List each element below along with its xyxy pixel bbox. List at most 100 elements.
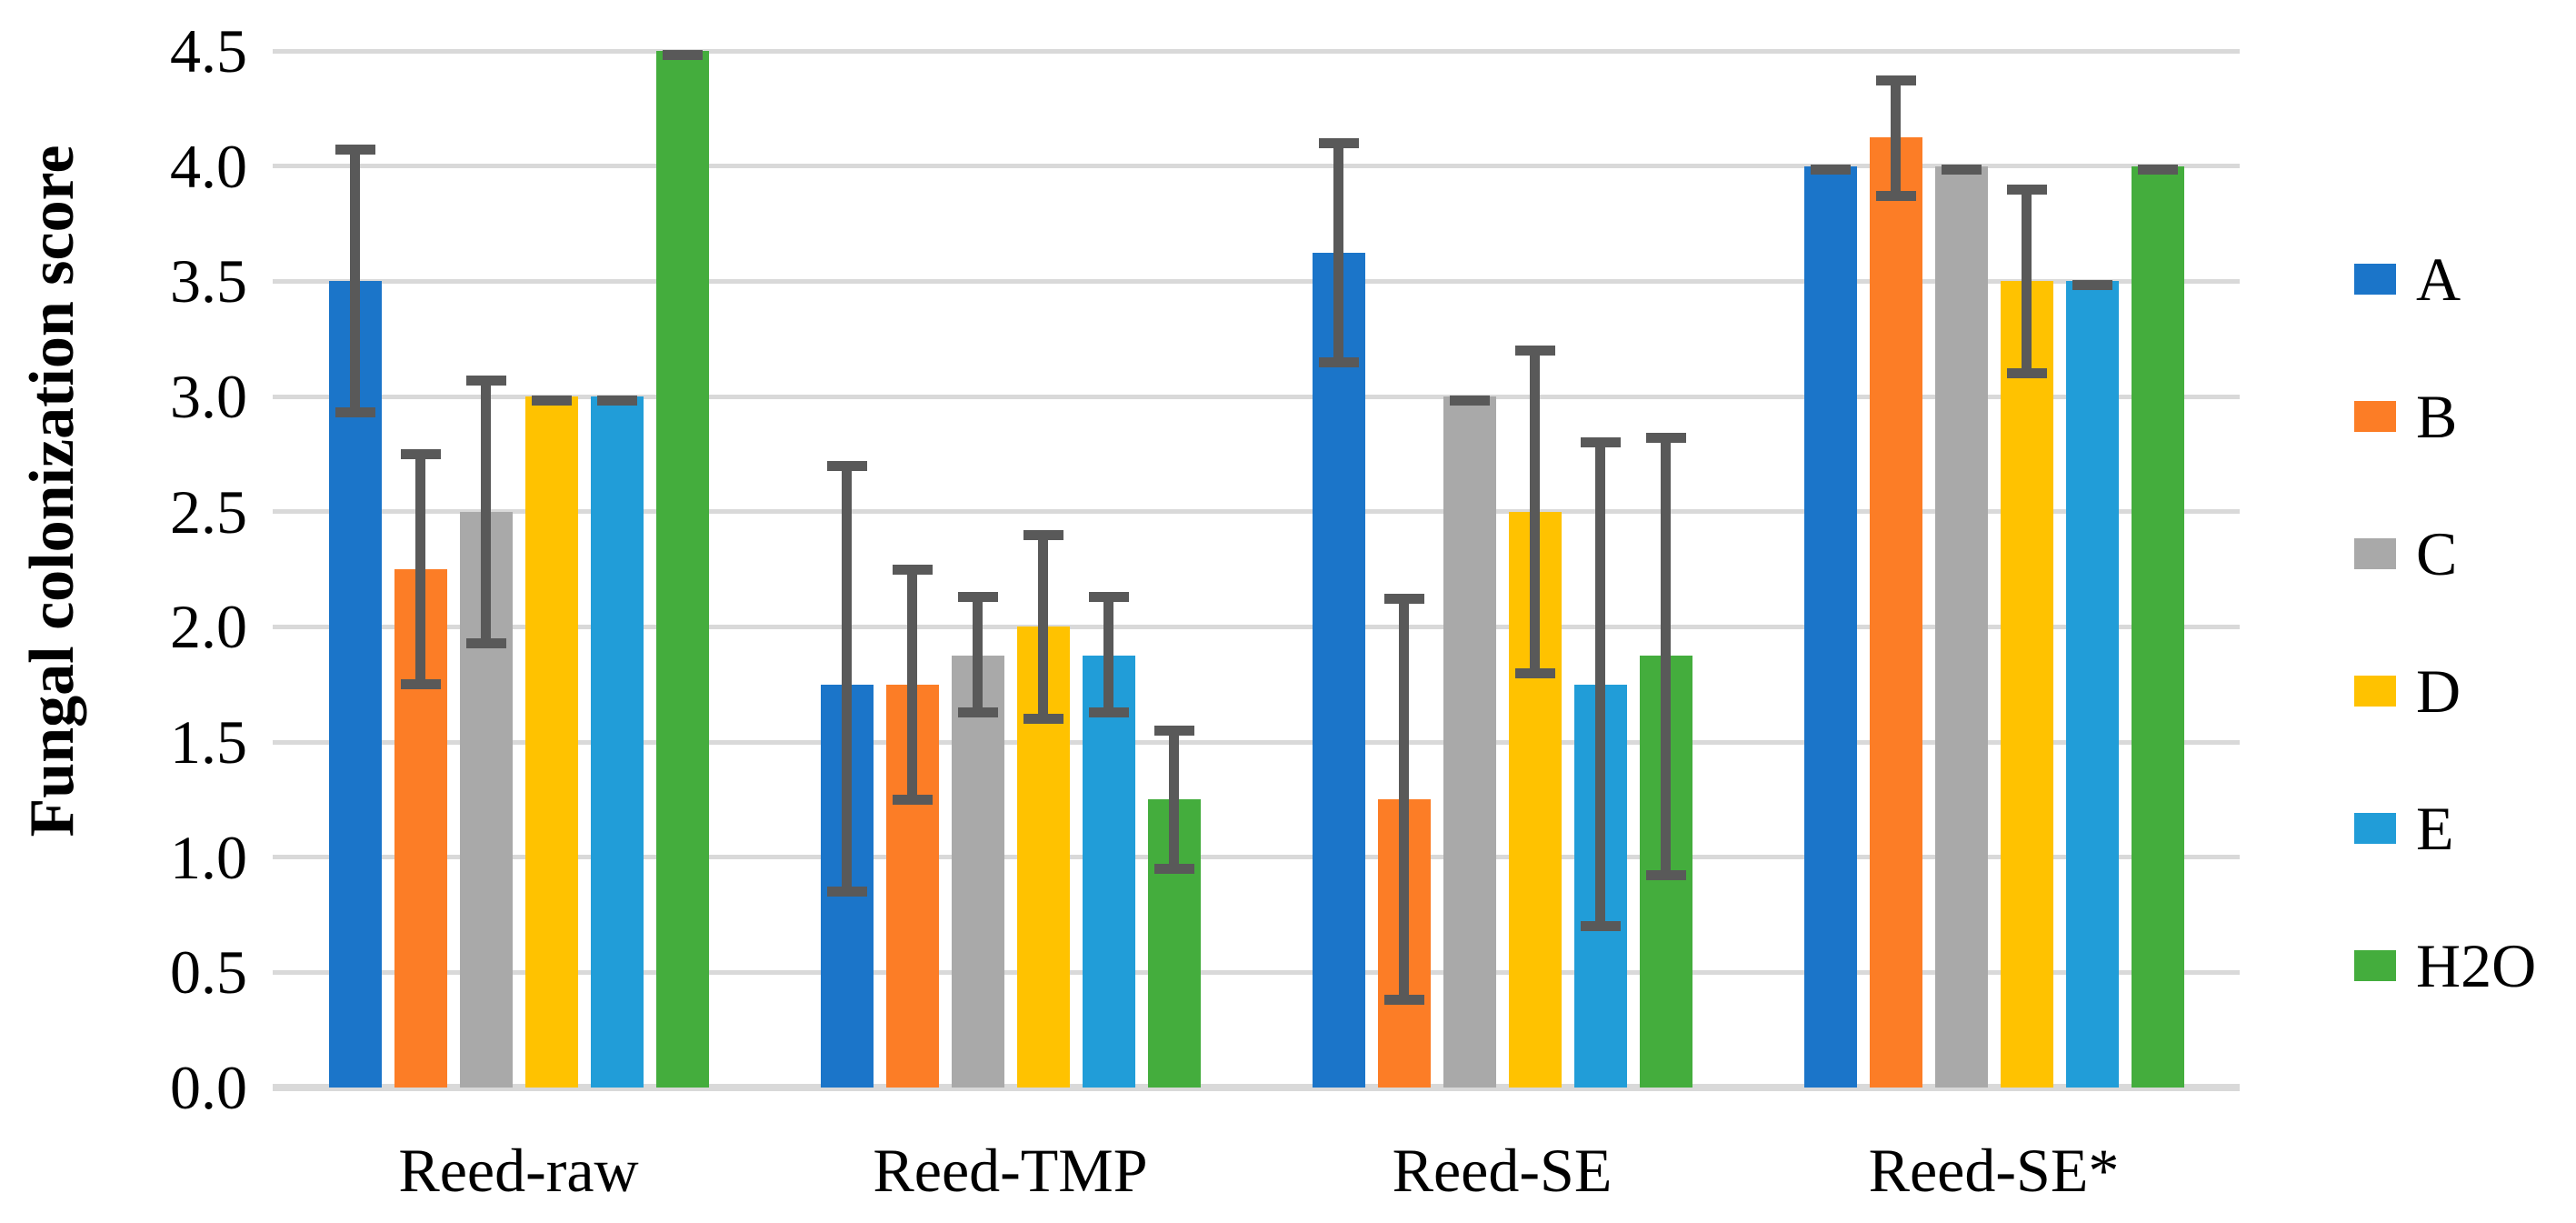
y-tick-label: 1.0 <box>170 822 247 892</box>
error-bar-cap <box>400 679 441 690</box>
error-bar-cap <box>892 794 933 805</box>
error-bar-cap <box>892 564 933 575</box>
y-tick-label: 1.5 <box>170 707 247 777</box>
legend-label-h2o: H2O <box>2416 931 2537 1000</box>
bar-a-reed-se <box>1312 252 1365 1088</box>
error-bar-line <box>842 466 852 892</box>
bar-d-reed-raw <box>524 396 578 1088</box>
y-tick-label: 3.5 <box>170 246 247 316</box>
error-bar-line <box>907 569 917 800</box>
legend-swatch-c <box>2354 538 2396 569</box>
bar-h2o-reed-raw <box>655 51 709 1088</box>
legend-swatch-h2o <box>2354 950 2396 981</box>
error-bar-cap <box>662 49 703 60</box>
error-bar-cap <box>1153 725 1194 736</box>
error-bar-cap <box>2006 368 2047 379</box>
legend-label-b: B <box>2416 382 2458 451</box>
error-bar-cap <box>1514 667 1555 678</box>
error-bar-line <box>1661 437 1671 876</box>
error-bar-cap <box>1875 191 1916 202</box>
error-bar-line <box>481 380 491 644</box>
error-bar-line <box>415 454 425 685</box>
error-bar-cap <box>2072 279 2112 290</box>
legend-label-a: A <box>2416 245 2461 314</box>
x-axis-label-reed-tmp: Reed-TMP <box>873 1136 1148 1205</box>
y-tick-label: 2.5 <box>170 476 247 546</box>
gridline <box>273 394 2240 399</box>
error-bar-cap <box>596 395 637 406</box>
legend-swatch-a <box>2354 264 2396 295</box>
gridline <box>273 969 2240 975</box>
error-bar-cap <box>1514 345 1555 356</box>
error-bar-cap <box>531 395 572 406</box>
error-bar-cap <box>1875 75 1916 86</box>
error-bar-cap <box>465 637 506 648</box>
y-tick-label: 4.0 <box>170 131 247 201</box>
legend-label-c: C <box>2416 519 2458 588</box>
error-bar-cap <box>1153 863 1194 874</box>
x-axis-label-reed-se: Reed-SE <box>1392 1136 1612 1205</box>
error-bar-cap <box>2137 165 2178 175</box>
error-bar-cap <box>1318 356 1359 367</box>
error-bar-cap <box>826 460 867 471</box>
error-bar-line <box>973 596 983 713</box>
error-bar-cap <box>957 591 998 602</box>
error-bar-line <box>1530 350 1540 673</box>
gridline <box>273 48 2240 54</box>
y-tick-label: 2.0 <box>170 592 247 662</box>
error-bar-cap <box>1088 591 1129 602</box>
gridline <box>273 855 2240 860</box>
error-bar-line <box>1399 598 1409 1000</box>
bar-e-reed-raw <box>590 396 644 1088</box>
legend-label-d: D <box>2416 657 2461 726</box>
error-bar-cap <box>465 375 506 386</box>
error-bar-line <box>1333 143 1343 362</box>
error-bar-cap <box>1810 165 1851 175</box>
error-bar-cap <box>1580 921 1621 932</box>
y-tick-label: 0.5 <box>170 937 247 1007</box>
bar-c-reed-se* <box>1934 165 1988 1088</box>
y-tick-label: 0.0 <box>170 1053 247 1122</box>
x-axis-label-reed-se*: Reed-SE* <box>1868 1136 2120 1205</box>
legend-swatch-d <box>2354 676 2396 707</box>
y-tick-label: 3.0 <box>170 362 247 431</box>
legend-label-e: E <box>2416 794 2454 863</box>
gridline <box>273 624 2240 629</box>
y-tick-label: 4.5 <box>170 16 247 85</box>
error-bar-cap <box>334 407 375 418</box>
error-bar-line <box>2022 189 2032 374</box>
error-bar-cap <box>1088 707 1129 717</box>
error-bar-cap <box>1023 529 1063 540</box>
bar-d-reed-se* <box>2000 281 2053 1088</box>
error-bar-line <box>1038 535 1048 719</box>
gridline <box>273 509 2240 515</box>
error-bar-cap <box>2006 184 2047 195</box>
error-bar-cap <box>1318 137 1359 148</box>
bar-c-reed-se <box>1443 396 1496 1088</box>
error-bar-cap <box>1941 165 1982 175</box>
gridline <box>273 739 2240 745</box>
error-bar-line <box>350 149 360 413</box>
bar-h2o-reed-se* <box>2131 165 2184 1088</box>
error-bar-cap <box>1580 437 1621 448</box>
bar-e-reed-se* <box>2065 281 2119 1088</box>
error-bar-cap <box>1449 395 1490 406</box>
error-bar-cap <box>400 448 441 459</box>
error-bar-line <box>1103 596 1113 713</box>
bar-b-reed-se* <box>1869 137 1922 1088</box>
bar-e-reed-tmp <box>1082 656 1135 1088</box>
error-bar-cap <box>1023 714 1063 725</box>
gridline <box>273 164 2240 169</box>
bar-a-reed-se* <box>1803 165 1857 1088</box>
gridline <box>273 278 2240 284</box>
error-bar-cap <box>1645 870 1686 881</box>
error-bar-line <box>1595 442 1605 927</box>
error-bar-cap <box>334 145 375 155</box>
error-bar-cap <box>1383 995 1424 1006</box>
legend-swatch-e <box>2354 813 2396 844</box>
error-bar-line <box>1169 730 1179 869</box>
error-bar-cap <box>957 707 998 717</box>
gridline <box>273 1084 2240 1091</box>
bar-c-reed-tmp <box>951 656 1004 1088</box>
